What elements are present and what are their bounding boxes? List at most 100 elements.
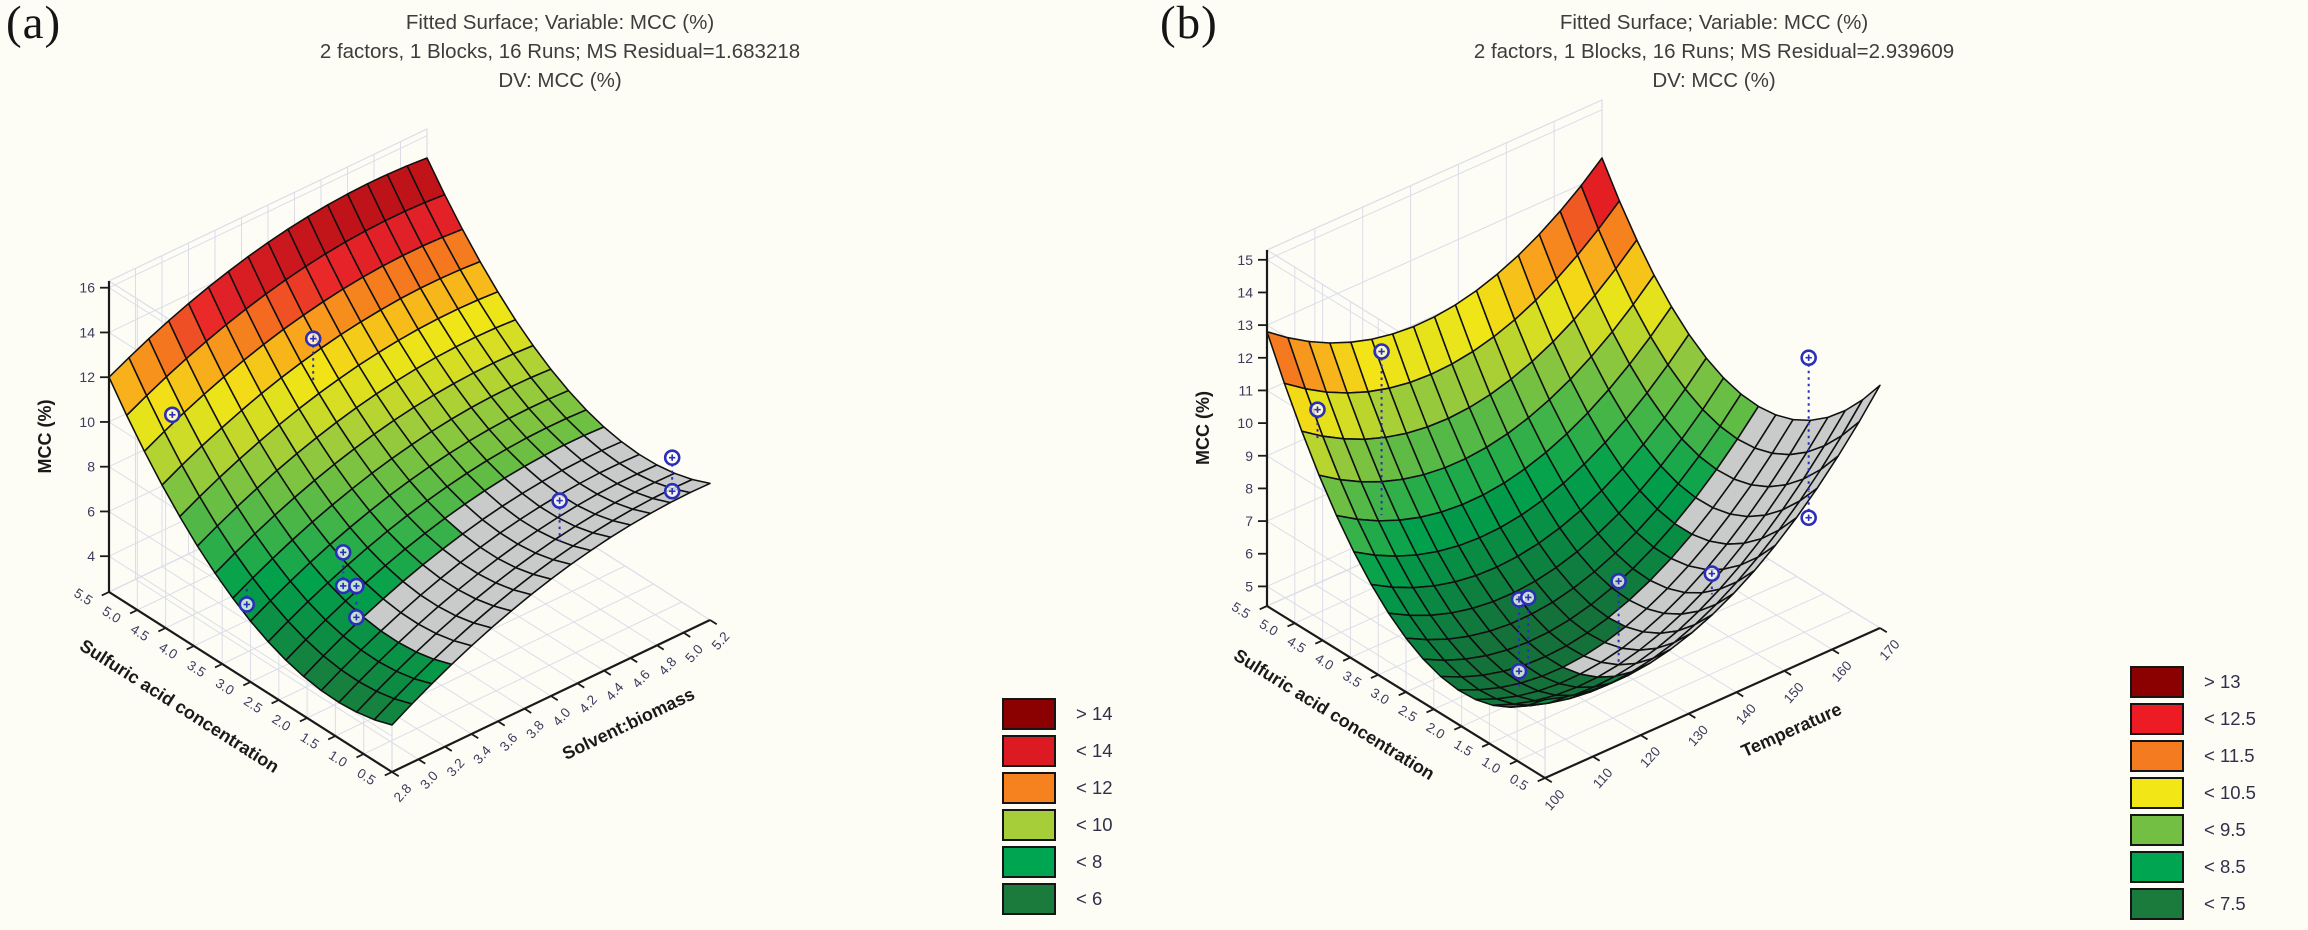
svg-text:16: 16 bbox=[79, 280, 95, 296]
legend-swatch bbox=[2130, 777, 2184, 809]
title-line-3: DV: MCC (%) bbox=[1652, 69, 1776, 92]
panel-a: (a) Fitted Surface; Variable: MCC (%) 2 … bbox=[6, 0, 1113, 920]
svg-text:15: 15 bbox=[1237, 252, 1253, 268]
svg-text:3.5: 3.5 bbox=[1340, 668, 1364, 691]
svg-text:110: 110 bbox=[1590, 765, 1616, 791]
svg-text:3.5: 3.5 bbox=[185, 657, 209, 680]
svg-text:100: 100 bbox=[1541, 787, 1567, 814]
svg-text:5.0: 5.0 bbox=[682, 642, 706, 666]
svg-text:3.6: 3.6 bbox=[497, 730, 521, 754]
svg-text:6: 6 bbox=[87, 503, 95, 519]
legend-label: < 12.5 bbox=[2204, 708, 2256, 729]
svg-text:0.5: 0.5 bbox=[354, 765, 378, 788]
svg-text:5.0: 5.0 bbox=[100, 603, 124, 626]
svg-text:10: 10 bbox=[79, 414, 95, 430]
svg-text:170: 170 bbox=[1876, 637, 1902, 664]
legend-swatch bbox=[2130, 740, 2184, 772]
legend-item: < 8 bbox=[1002, 846, 1113, 878]
legend-item: < 14 bbox=[1002, 735, 1113, 767]
legend-item: < 12.5 bbox=[2130, 703, 2256, 735]
svg-text:9: 9 bbox=[1245, 448, 1253, 464]
svg-text:5.5: 5.5 bbox=[1229, 599, 1253, 622]
legend-label: < 8.5 bbox=[2204, 856, 2246, 877]
svg-text:3.0: 3.0 bbox=[1368, 685, 1392, 708]
legend-item: < 11.5 bbox=[2130, 740, 2256, 772]
svg-text:12: 12 bbox=[79, 369, 95, 385]
svg-text:4.2: 4.2 bbox=[576, 692, 600, 716]
title-line-2: 2 factors, 1 Blocks, 16 Runs; MS Residua… bbox=[319, 40, 801, 63]
legend-label: < 10.5 bbox=[2204, 782, 2256, 803]
legend-item: < 12 bbox=[1002, 772, 1113, 804]
svg-text:1.0: 1.0 bbox=[1479, 754, 1503, 777]
legend-swatch bbox=[1002, 772, 1056, 804]
svg-text:5.0: 5.0 bbox=[1257, 616, 1281, 639]
legend-item: < 8.5 bbox=[2130, 851, 2256, 883]
legend-swatch bbox=[2130, 888, 2184, 920]
svg-text:3.8: 3.8 bbox=[523, 718, 547, 742]
svg-text:MCC (%): MCC (%) bbox=[35, 400, 55, 474]
svg-text:11: 11 bbox=[1238, 382, 1253, 398]
svg-text:Solvent:biomass: Solvent:biomass bbox=[559, 684, 698, 764]
panel-b: (b) Fitted Surface; Variable: MCC (%) 2 … bbox=[1154, 0, 2308, 930]
svg-text:3.0: 3.0 bbox=[417, 768, 441, 792]
svg-text:2.0: 2.0 bbox=[269, 711, 293, 734]
svg-text:2.0: 2.0 bbox=[1424, 719, 1448, 742]
surface-plot-b: 5 6 7 8 9 10 11 12 13 14 15 MCC (%) 5.55.04.54.03.53… bbox=[1193, 99, 1903, 814]
legend-label: < 9.5 bbox=[2204, 819, 2246, 840]
svg-text:120: 120 bbox=[1637, 744, 1663, 771]
svg-text:8: 8 bbox=[87, 459, 95, 475]
svg-text:8: 8 bbox=[1245, 480, 1253, 496]
svg-text:4.0: 4.0 bbox=[1312, 651, 1336, 674]
legend-a: > 14 < 14 < 12 < 10 < 8 < 6 bbox=[1002, 698, 1113, 920]
svg-text:14: 14 bbox=[1237, 284, 1253, 300]
svg-text:4.5: 4.5 bbox=[128, 621, 152, 644]
svg-text:12: 12 bbox=[1237, 350, 1253, 366]
svg-text:4.5: 4.5 bbox=[1285, 633, 1309, 656]
svg-text:2.5: 2.5 bbox=[241, 693, 265, 716]
legend-label: < 12 bbox=[1076, 777, 1113, 798]
panel-b-titles: Fitted Surface; Variable: MCC (%) 2 fact… bbox=[1154, 8, 2274, 95]
svg-text:4.6: 4.6 bbox=[629, 667, 653, 691]
legend-swatch bbox=[1002, 735, 1056, 767]
svg-text:3.4: 3.4 bbox=[470, 742, 494, 766]
legend-item: > 14 bbox=[1002, 698, 1113, 730]
svg-text:4.0: 4.0 bbox=[156, 639, 180, 662]
svg-text:10: 10 bbox=[1237, 415, 1253, 431]
title-line-1: Fitted Surface; Variable: MCC (%) bbox=[405, 11, 715, 34]
svg-text:13: 13 bbox=[1237, 317, 1253, 333]
svg-text:6: 6 bbox=[1245, 546, 1253, 562]
legend-item: < 6 bbox=[1002, 883, 1113, 915]
legend-item: < 7.5 bbox=[2130, 888, 2256, 920]
svg-text:1.0: 1.0 bbox=[326, 747, 350, 770]
legend-item: < 10 bbox=[1002, 809, 1113, 841]
legend-label: < 10 bbox=[1076, 814, 1113, 835]
title-line-1: Fitted Surface; Variable: MCC (%) bbox=[1559, 11, 1869, 34]
svg-text:4.8: 4.8 bbox=[656, 654, 680, 678]
title-line-3: DV: MCC (%) bbox=[498, 69, 622, 92]
svg-text:160: 160 bbox=[1829, 658, 1855, 685]
legend-label: < 14 bbox=[1076, 740, 1113, 761]
svg-text:2.5: 2.5 bbox=[1396, 702, 1420, 725]
legend-swatch bbox=[2130, 814, 2184, 846]
legend-b: > 13 < 12.5 < 11.5 < 10.5 < 9.5 < 8.5 < 7.5 bbox=[2130, 666, 2256, 925]
svg-text:140: 140 bbox=[1733, 701, 1759, 728]
svg-text:3.2: 3.2 bbox=[444, 756, 468, 780]
legend-swatch bbox=[1002, 698, 1056, 730]
svg-text:4.0: 4.0 bbox=[550, 705, 574, 729]
legend-label: > 13 bbox=[2204, 671, 2241, 692]
svg-text:4: 4 bbox=[87, 548, 95, 564]
svg-text:1.5: 1.5 bbox=[298, 729, 322, 752]
legend-swatch bbox=[2130, 703, 2184, 735]
legend-item: < 10.5 bbox=[2130, 777, 2256, 809]
legend-swatch bbox=[1002, 883, 1056, 915]
legend-label: < 7.5 bbox=[2204, 893, 2246, 914]
svg-text:14: 14 bbox=[79, 324, 95, 340]
svg-text:5.2: 5.2 bbox=[709, 629, 733, 653]
svg-text:5: 5 bbox=[1245, 578, 1253, 594]
legend-label: < 8 bbox=[1076, 851, 1103, 872]
legend-label: < 6 bbox=[1076, 888, 1103, 909]
legend-swatch bbox=[1002, 846, 1056, 878]
panel-a-label: (a) bbox=[6, 0, 62, 49]
svg-text:3.0: 3.0 bbox=[213, 675, 237, 698]
legend-label: > 14 bbox=[1076, 703, 1113, 724]
